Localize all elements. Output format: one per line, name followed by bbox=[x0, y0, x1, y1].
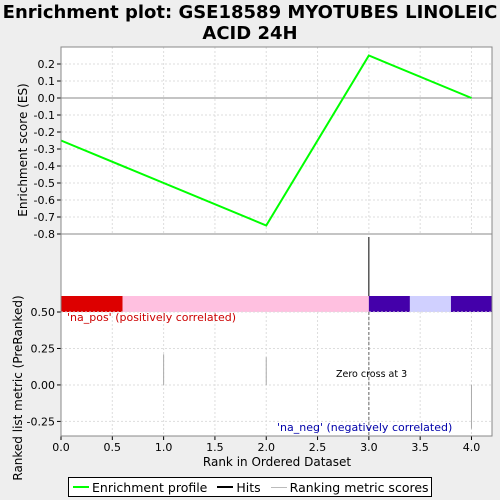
x-tick-label: 2.5 bbox=[309, 441, 327, 454]
hits-background bbox=[61, 234, 492, 296]
ranking-line-icon bbox=[270, 486, 287, 488]
color-bar-segment bbox=[61, 296, 123, 312]
metric-y-axis-label: Ranked list metric (PreRanked) bbox=[11, 295, 25, 480]
legend-label-enrichment: Enrichment profile bbox=[92, 479, 208, 495]
metric-panel: 0.50 0.25 0.00 -0.25 0.0 0.5 1.0 1.5 2.0 2.5 3.0 3.… bbox=[27, 233, 493, 454]
x-axis-label: Rank in Ordered Dataset bbox=[203, 455, 351, 469]
es-y-tick-label: -0.4 bbox=[34, 160, 55, 173]
negative-correlation-label: 'na_neg' (negatively correlated) bbox=[277, 421, 452, 434]
legend-item-hits: Hits bbox=[217, 479, 261, 495]
enrichment-line-icon bbox=[73, 486, 89, 488]
color-bar-segment bbox=[368, 296, 410, 312]
legend-item-enrichment: Enrichment profile bbox=[73, 480, 207, 495]
color-bar-segment bbox=[409, 296, 451, 312]
metric-plot-border bbox=[60, 233, 493, 437]
x-tick-label: 1.5 bbox=[206, 441, 224, 454]
metric-plot-background bbox=[61, 312, 492, 436]
es-y-tick-label: -0.2 bbox=[34, 126, 55, 139]
hits-line-icon bbox=[217, 486, 234, 488]
color-bar-segment bbox=[122, 296, 369, 312]
es-y-tick-label: 0.1 bbox=[38, 75, 56, 88]
es-panel: 0.2 0.1 0.0 -0.1 -0.2 -0.3 -0.4 -0.5 -0.6 -0.7 -0.… bbox=[34, 46, 493, 241]
legend-label-ranking: Ranking metric scores bbox=[289, 479, 429, 495]
metric-y-tick-label: 0.00 bbox=[31, 379, 56, 392]
metric-y-tick-label: -0.25 bbox=[27, 415, 55, 428]
es-y-tick-label: -0.6 bbox=[34, 194, 55, 207]
metric-y-tick-label: 0.50 bbox=[31, 306, 56, 319]
x-tick-label: 3.0 bbox=[360, 441, 378, 454]
legend-item-ranking: Ranking metric scores bbox=[270, 479, 429, 495]
color-bar-segment bbox=[450, 296, 492, 312]
x-tick-label: 2.0 bbox=[257, 441, 275, 454]
legend-label-hits: Hits bbox=[236, 479, 261, 495]
es-y-tick-label: -0.7 bbox=[34, 211, 55, 224]
zero-cross-label: Zero cross at 3 bbox=[336, 369, 407, 380]
x-tick-label: 0.0 bbox=[52, 441, 70, 454]
es-y-tick-label: -0.1 bbox=[34, 109, 55, 122]
x-tick-label: 4.0 bbox=[463, 441, 481, 454]
x-tick-label: 0.5 bbox=[104, 441, 122, 454]
x-tick-label: 1.0 bbox=[155, 441, 173, 454]
es-y-axis-label: Enrichment score (ES) bbox=[16, 83, 30, 216]
legend: Enrichment profile Hits Ranking metric s… bbox=[68, 477, 432, 497]
x-tick-label: 3.5 bbox=[411, 441, 429, 454]
positive-correlation-label: 'na_pos' (positively correlated) bbox=[67, 311, 236, 324]
chart-title: Enrichment plot: GSE18589 MYOTUBES LINOL… bbox=[2, 2, 498, 44]
es-y-tick-label: -0.5 bbox=[34, 177, 55, 190]
es-y-tick-label: 0.2 bbox=[38, 58, 56, 71]
metric-y-tick-label: 0.25 bbox=[31, 342, 56, 355]
enrichment-profile-line bbox=[60, 54, 472, 227]
es-y-tick-label: -0.8 bbox=[34, 228, 55, 241]
es-y-tick-label: -0.3 bbox=[34, 143, 55, 156]
es-plot-background bbox=[61, 47, 492, 234]
es-y-tick-label: 0.0 bbox=[38, 92, 56, 105]
